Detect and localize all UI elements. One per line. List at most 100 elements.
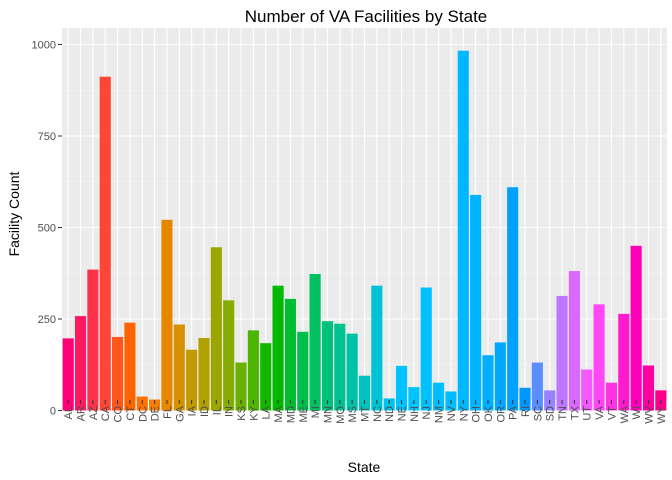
bar-MI xyxy=(309,273,321,411)
x-tick-label: NJ xyxy=(421,406,433,419)
bar-NJ xyxy=(420,287,432,411)
bar-WA xyxy=(618,313,630,411)
bar-NC xyxy=(371,285,383,411)
x-tick-label: GA xyxy=(174,405,186,422)
y-axis-title: Facility Count xyxy=(6,171,22,256)
x-tick-label: ND xyxy=(384,406,396,422)
bar-NE xyxy=(395,365,408,411)
x-axis-title: State xyxy=(348,459,381,475)
x-tick-label: OH xyxy=(471,406,483,423)
x-tick-label: MT xyxy=(360,406,372,422)
x-tick-label: RI xyxy=(520,406,532,417)
x-tick-label: IL xyxy=(211,406,223,415)
bar-AL xyxy=(62,338,74,411)
x-tick-label: MS xyxy=(347,406,359,423)
x-tick-label: TX xyxy=(569,405,581,420)
x-tick-label: ID xyxy=(199,406,211,417)
x-tick-label: PA xyxy=(508,405,520,420)
x-tick-label: NY xyxy=(458,405,470,421)
x-tick-label: DE xyxy=(150,406,162,421)
x-axis-ticks: AL AR AZ CA CO CT DC DE FL GA IA ID IL IN KS KY LA MA MD ME… xyxy=(63,400,668,424)
bar-CA xyxy=(99,76,111,411)
x-tick-label: MO xyxy=(335,406,347,424)
x-tick-label: NV xyxy=(446,405,458,421)
x-tick-label: NC xyxy=(372,406,384,422)
bars xyxy=(62,50,667,411)
x-tick-label: NH xyxy=(409,406,421,422)
bar-ME xyxy=(297,331,309,411)
x-tick-label: WY xyxy=(656,405,668,423)
y-tick-label: 0 xyxy=(50,406,56,418)
x-tick-label: KS xyxy=(236,406,248,421)
x-tick-label: MN xyxy=(322,406,334,423)
x-tick-label: AL xyxy=(63,406,75,419)
x-tick-label: MI xyxy=(310,406,322,418)
x-tick-label: AZ xyxy=(88,406,100,420)
x-tick-label: UT xyxy=(582,406,594,421)
x-tick-label: IN xyxy=(224,406,236,417)
y-tick-label: 750 xyxy=(38,131,56,143)
x-tick-label: SD xyxy=(545,406,557,421)
bar-LA xyxy=(260,343,272,411)
x-tick-label: IA xyxy=(187,405,199,416)
bar-WV xyxy=(642,365,655,411)
bar-IN xyxy=(223,300,235,411)
bar-VA xyxy=(593,304,605,411)
bar-CO xyxy=(112,336,124,411)
bar-RI xyxy=(519,387,531,411)
x-tick-label: DC xyxy=(137,406,149,422)
bar-VT xyxy=(605,382,617,411)
y-tick-label: 1000 xyxy=(32,40,56,52)
chart-title: Number of VA Facilities by State xyxy=(245,7,488,26)
x-tick-label: ME xyxy=(298,406,310,423)
bar-IA xyxy=(186,349,198,411)
bar-FL xyxy=(161,219,173,411)
x-tick-label: KY xyxy=(248,405,260,420)
bar-OH xyxy=(470,194,482,411)
bar-CT xyxy=(124,322,136,411)
x-tick-label: CT xyxy=(125,406,137,421)
bar-MA xyxy=(272,285,284,411)
x-tick-label: CO xyxy=(113,406,125,423)
bar-TN xyxy=(556,295,568,411)
bar-MO xyxy=(334,323,346,411)
bar-PA xyxy=(507,187,519,411)
bar-AZ xyxy=(87,269,99,411)
x-tick-label: NM xyxy=(434,406,446,423)
bar-MS xyxy=(346,333,358,411)
x-tick-label: WI xyxy=(631,406,643,419)
bar-DE xyxy=(149,399,161,411)
y-tick-label: 250 xyxy=(38,314,56,326)
x-tick-label: NE xyxy=(397,406,409,421)
x-tick-label: WA xyxy=(619,405,631,423)
x-tick-label: VT xyxy=(606,406,618,420)
bar-GA xyxy=(173,324,185,411)
x-tick-label: SC xyxy=(532,406,544,421)
bar-OK xyxy=(482,355,494,411)
x-tick-label: TN xyxy=(557,406,569,421)
y-axis-ticks: 0 250 500 750 1000 xyxy=(32,40,62,418)
bar-MD xyxy=(284,298,296,411)
bar-IL xyxy=(210,247,222,411)
x-tick-label: VA xyxy=(594,405,606,420)
x-tick-label: FL xyxy=(162,406,174,419)
bar-NM xyxy=(433,382,445,411)
x-tick-label: MD xyxy=(285,406,297,423)
x-tick-label: OK xyxy=(483,405,495,422)
bar-NY xyxy=(457,50,469,411)
bar-KS xyxy=(235,362,247,411)
bar-ID xyxy=(198,338,210,411)
x-tick-label: LA xyxy=(261,405,273,419)
bar-MN xyxy=(321,321,334,411)
bar-WI xyxy=(630,245,642,411)
bar-ND xyxy=(383,398,395,411)
bar-MT xyxy=(358,375,371,411)
bar-OR xyxy=(494,342,506,411)
bar-UT xyxy=(581,369,593,411)
x-tick-label: CA xyxy=(100,405,112,421)
y-tick-label: 500 xyxy=(38,223,56,235)
x-tick-label: WV xyxy=(643,405,655,423)
bar-AR xyxy=(74,316,87,411)
x-tick-label: MA xyxy=(273,405,285,422)
